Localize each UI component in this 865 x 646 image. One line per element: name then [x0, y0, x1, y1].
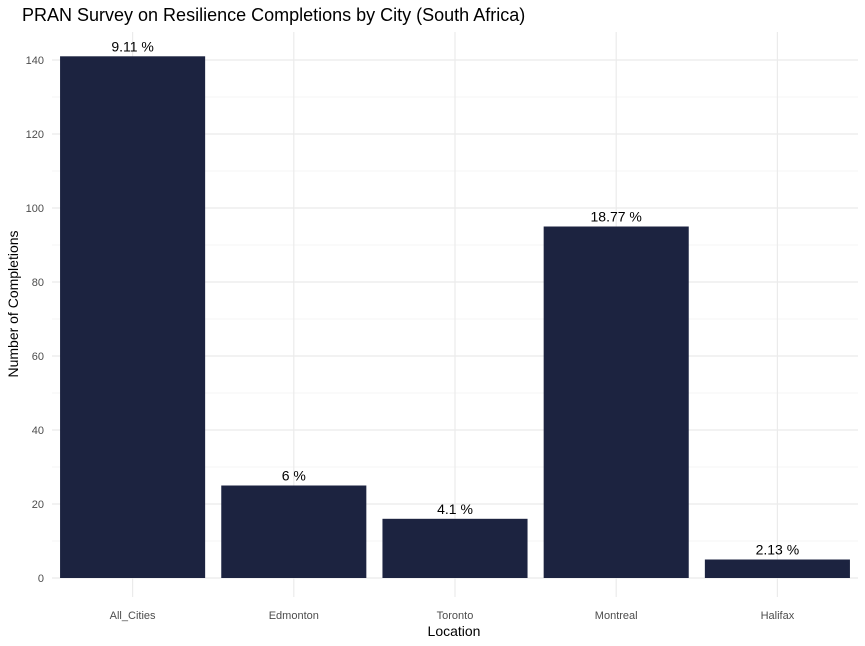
chart-title: PRAN Survey on Resilience Completions by… [22, 5, 525, 25]
y-tick-label: 140 [26, 55, 44, 67]
data-label: 18.77 % [591, 209, 642, 225]
data-labels: 9.11 % 6 % 4.1 % 18.77 % 2.13 % [111, 38, 799, 557]
y-tick-label: 60 [32, 351, 44, 363]
x-tick-label: All_Cities [110, 610, 156, 622]
data-label: 4.1 % [437, 501, 473, 517]
y-tick-label: 80 [32, 277, 44, 289]
y-axis-ticks: 0 20 40 60 80 100 120 140 [26, 55, 44, 585]
x-tick-label: Halifax [761, 610, 795, 622]
x-tick-label: Toronto [437, 610, 474, 622]
bars [60, 56, 850, 579]
y-axis-title: Number of Completions [5, 230, 21, 377]
bar [221, 485, 367, 578]
bar [704, 559, 850, 578]
data-label: 9.11 % [111, 38, 154, 54]
y-tick-label: 100 [26, 203, 44, 215]
x-tick-label: Edmonton [269, 610, 319, 622]
bar [543, 226, 689, 578]
y-tick-label: 20 [32, 499, 44, 511]
bar [382, 518, 528, 578]
y-tick-label: 0 [38, 573, 44, 585]
y-tick-label: 40 [32, 425, 44, 437]
data-label: 2.13 % [756, 542, 800, 558]
data-label: 6 % [282, 468, 306, 484]
bar [60, 56, 206, 579]
x-axis-title: Location [428, 623, 481, 639]
x-tick-label: Montreal [595, 610, 638, 622]
y-tick-label: 120 [26, 129, 44, 141]
x-axis-ticks: All_Cities Edmonton Toronto Montreal Halifax [110, 610, 795, 622]
